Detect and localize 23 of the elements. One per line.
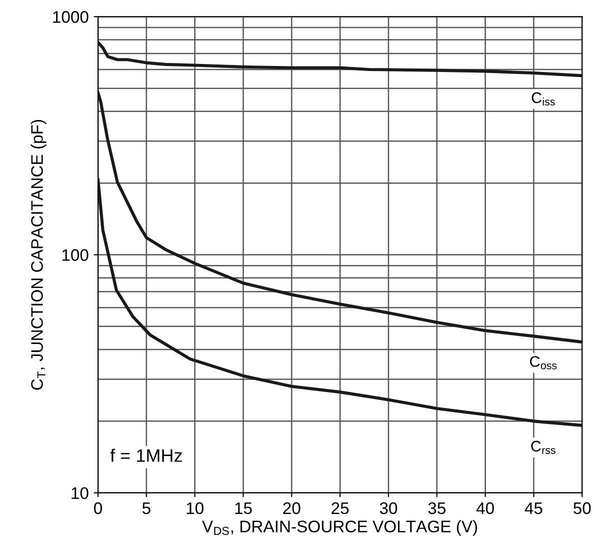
y-axis-title: C$_{T}$, JUNCTION CAPACITANCE (pF) (30, 120, 46, 390)
x-tick-label: 10 (186, 502, 204, 514)
series-label: C$_{iss}$ (532, 92, 555, 106)
x-tick-label: 35 (428, 502, 446, 514)
x-tick-label: 15 (235, 502, 252, 514)
line-series (98, 40, 582, 78)
x-tick-label: 45 (524, 502, 542, 514)
series-label: C$_{rss}$ (531, 440, 556, 454)
line-series (98, 91, 582, 344)
x-tick-label: 5 (142, 502, 150, 514)
x-tick-label: 40 (476, 502, 494, 514)
x-tick-label: 25 (332, 502, 349, 514)
x-tick-label: 30 (380, 502, 398, 514)
x-axis-title: V$_{DS}$, DRAIN-SOURCE VOLTAGE (V) (202, 520, 478, 536)
y-tick-label: 100 (62, 249, 88, 261)
y-tick-label: 1000 (53, 11, 88, 23)
annotation: f = 1MHz (110, 448, 182, 462)
x-tick-label: 20 (283, 502, 300, 514)
x-tick-label: 0 (94, 502, 102, 514)
series-label: C$_{oss}$ (530, 356, 557, 370)
y-tick-label: 10 (72, 487, 88, 500)
x-tick-label: 50 (574, 502, 591, 514)
line-series (98, 178, 582, 427)
